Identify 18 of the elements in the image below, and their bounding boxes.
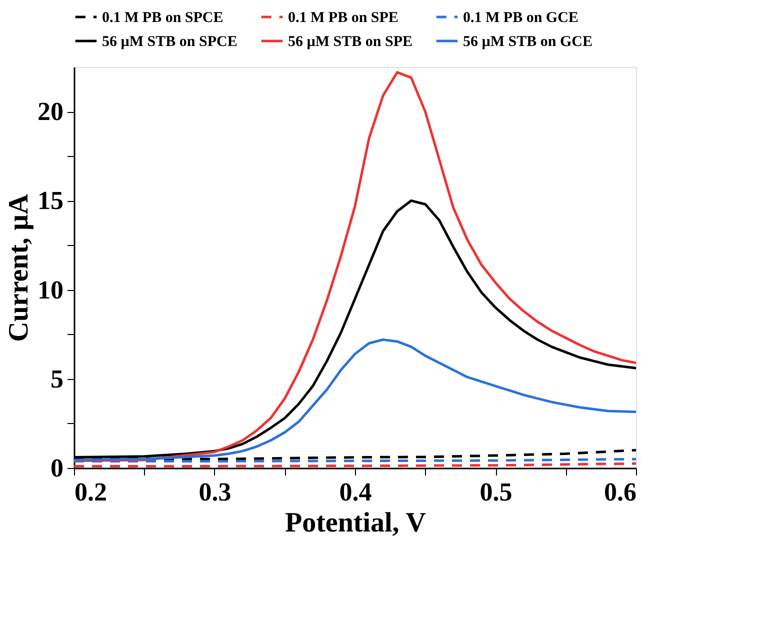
- x-tick-label: 0.4: [339, 478, 372, 506]
- legend-label: 56 µM STB on GCE: [463, 34, 592, 50]
- y-tick-label: 5: [50, 364, 64, 394]
- y-tick-label: 20: [38, 97, 64, 126]
- y-tick-label: 10: [38, 275, 64, 304]
- y-axis-title: Current, µA: [4, 193, 34, 342]
- y-tick-label: 15: [38, 186, 64, 216]
- x-tick-label: 0.6: [604, 478, 636, 506]
- legend-label: 0.1 M PB on SPCE: [102, 10, 224, 26]
- legend-label: 56 µM STB on SPCE: [102, 34, 238, 50]
- legend-label: 0.1 M PB on SPE: [288, 10, 398, 26]
- legend-label: 0.1 M PB on GCE: [463, 10, 578, 26]
- x-tick-label: 0.3: [198, 478, 232, 506]
- y-tick-label: 0: [50, 454, 64, 482]
- x-tick-label: 0.5: [480, 478, 512, 506]
- x-tick-label: 0.2: [74, 478, 107, 506]
- legend-label: 56 µM STB on SPE: [288, 34, 413, 50]
- x-axis-title: Potential, V: [284, 508, 426, 538]
